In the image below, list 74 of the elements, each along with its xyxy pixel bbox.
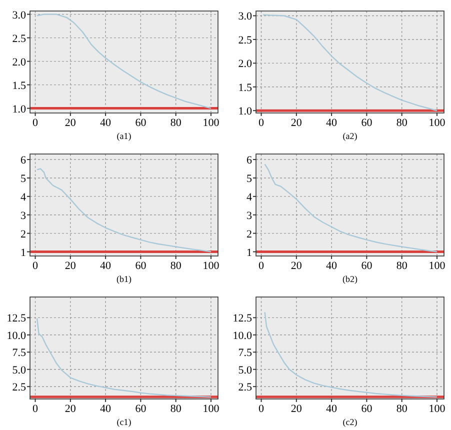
text: (b2) (342, 274, 358, 284)
text: (a2) (342, 131, 358, 141)
x-tick-label: 0 (258, 403, 265, 415)
x-tick-label: 60 (135, 403, 147, 415)
x-tick-label: 100 (202, 260, 220, 272)
y-tick-label: 7.5 (238, 347, 252, 360)
x-tick-label: 80 (396, 403, 408, 415)
y-tick-label: 1 (20, 246, 26, 259)
x-tick-label: 80 (170, 260, 182, 272)
y-tick-label: 12.5 (232, 312, 252, 325)
text: (a1) (116, 131, 132, 141)
x-tick-label: 0 (258, 117, 265, 129)
y-tick-label: 10.0 (6, 330, 26, 342)
y-tick-label: 5 (246, 172, 252, 185)
x-tick-label: 60 (135, 117, 147, 129)
x-tick-label: 40 (326, 260, 338, 272)
text: (c1) (116, 417, 132, 427)
x-tick-label: 60 (135, 260, 147, 272)
x-tick-label: 80 (396, 117, 408, 129)
y-tick-label: 3 (246, 210, 252, 222)
y-tick-label: 6 (20, 154, 26, 167)
y-tick-label: 12.5 (6, 312, 26, 325)
y-tick-label: 4 (246, 191, 252, 204)
y-tick-label: 2.0 (238, 58, 252, 70)
y-tick-label: 2.0 (12, 56, 26, 68)
y-tick-label: 3.0 (12, 9, 26, 22)
y-tick-label: 2 (20, 228, 26, 240)
y-tick-label: 2 (246, 228, 252, 240)
x-tick-label: 100 (428, 260, 446, 272)
x-tick-label: 0 (32, 260, 39, 272)
x-tick-label: 20 (64, 403, 76, 415)
y-tick-label: 2.5 (12, 32, 26, 45)
y-tick-label: 1.5 (12, 80, 26, 92)
x-tick-label: 40 (326, 117, 338, 129)
y-tick-label: 2.5 (12, 382, 26, 394)
y-tick-label: 6 (246, 154, 252, 167)
y-tick-label: 7.5 (12, 347, 26, 360)
x-tick-label: 60 (361, 117, 373, 129)
x-tick-label: 100 (428, 403, 446, 415)
y-tick-label: 1 (246, 246, 252, 259)
x-tick-label: 100 (202, 117, 220, 129)
y-tick-label: 1.5 (238, 82, 252, 94)
y-tick-label: 5.0 (12, 364, 26, 376)
x-tick-label: 20 (64, 117, 76, 129)
y-tick-label: 10.0 (232, 330, 252, 342)
x-tick-label: 80 (170, 403, 182, 415)
y-tick-label: 1.0 (238, 106, 252, 118)
x-tick-label: 60 (361, 403, 373, 415)
x-tick-label: 20 (290, 117, 302, 129)
text: (b1) (116, 274, 132, 284)
x-tick-label: 20 (64, 260, 76, 272)
x-tick-label: 0 (32, 403, 39, 415)
y-tick-label: 3.0 (238, 10, 252, 23)
x-tick-label: 0 (258, 260, 265, 272)
x-tick-label: 100 (202, 403, 220, 415)
y-tick-label: 1.0 (12, 103, 26, 116)
y-tick-label: 5 (20, 172, 26, 185)
x-tick-label: 60 (361, 260, 373, 272)
x-tick-label: 40 (100, 403, 112, 415)
x-tick-label: 80 (170, 117, 182, 129)
y-tick-label: 2.5 (238, 382, 252, 394)
x-tick-label: 40 (326, 403, 338, 415)
x-tick-label: 20 (290, 260, 302, 272)
y-tick-label: 4 (20, 191, 26, 204)
x-tick-label: 40 (100, 260, 112, 272)
x-tick-label: 100 (428, 117, 446, 129)
y-tick-label: 3 (20, 210, 26, 222)
x-tick-label: 80 (396, 260, 408, 272)
x-tick-label: 0 (32, 117, 39, 129)
y-tick-label: 2.5 (238, 34, 252, 46)
text: (c2) (342, 417, 358, 427)
x-tick-label: 40 (100, 117, 112, 129)
x-tick-label: 20 (290, 403, 302, 415)
y-tick-label: 5.0 (238, 364, 252, 376)
